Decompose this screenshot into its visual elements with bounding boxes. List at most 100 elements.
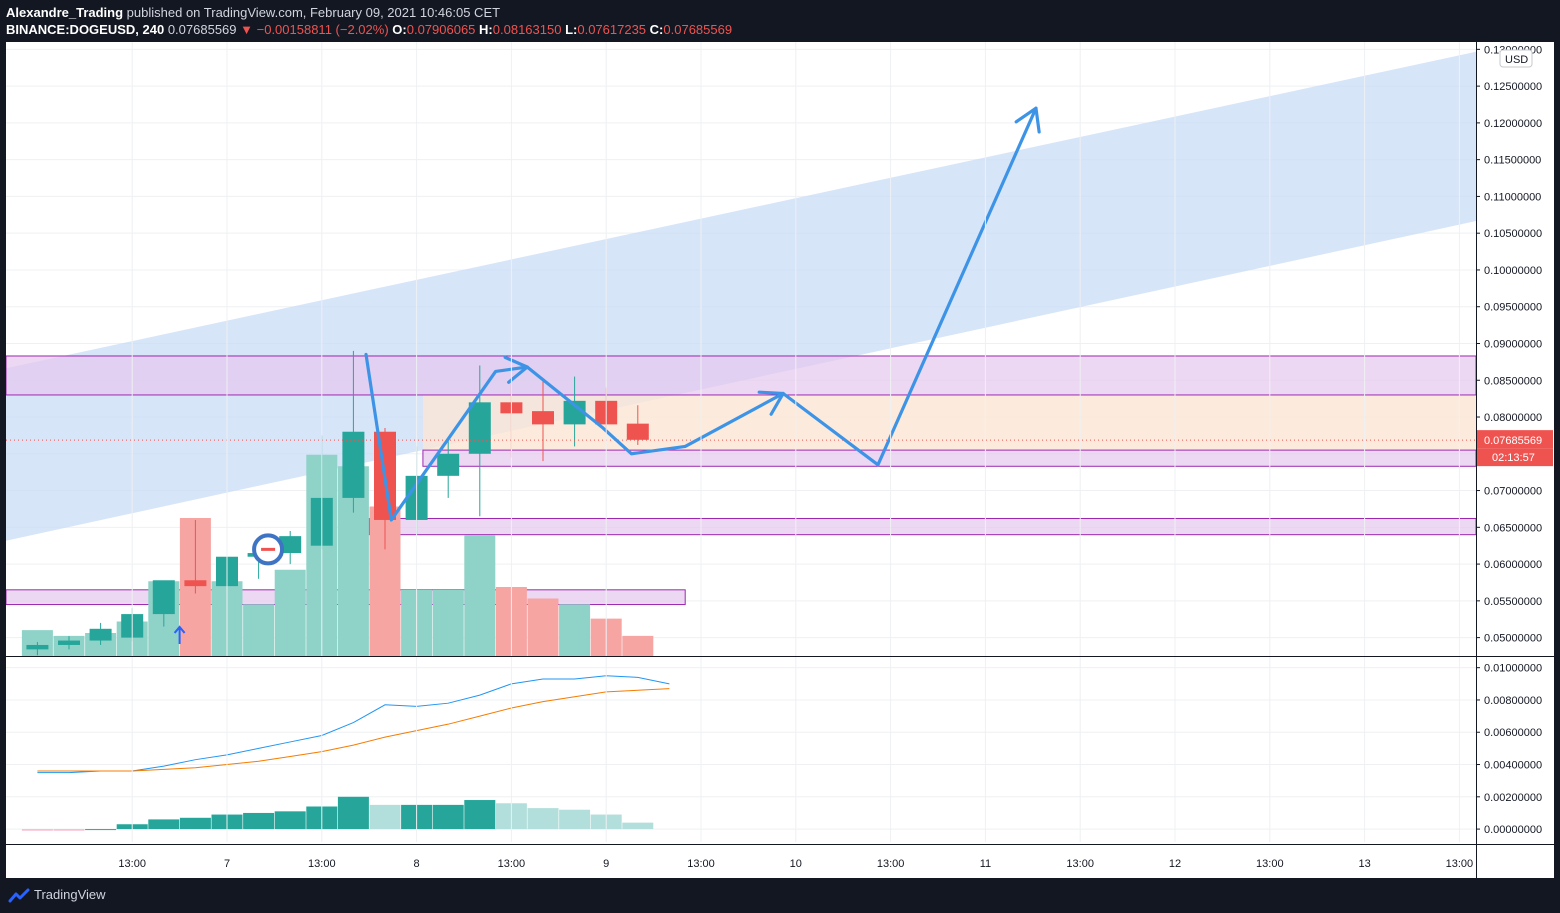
histogram-bar xyxy=(622,822,654,830)
mid-support-zone xyxy=(422,449,1476,467)
close-value: 0.07685569 xyxy=(663,22,733,37)
price-tick-label: 0.12000000 xyxy=(1484,118,1542,130)
high-label: H: xyxy=(479,22,493,37)
upper-resistance-zone xyxy=(6,355,1476,396)
price-tick-label: 0.07000000 xyxy=(1484,486,1542,498)
candle-body xyxy=(89,628,112,641)
volume-bar xyxy=(432,589,464,656)
chart-area[interactable]: 0.05000000 0.05500000 0.06000000 0.06500000… xyxy=(6,42,1554,878)
close-label: C: xyxy=(649,22,664,37)
low-value: 0.07617235 xyxy=(577,22,647,37)
volume-bar xyxy=(274,569,306,656)
indicator-tick-label: 0.00200000 xyxy=(1484,792,1542,804)
macd-line xyxy=(37,675,670,774)
histogram-bar xyxy=(85,829,117,831)
histogram-bar xyxy=(148,819,180,830)
projection-arrow xyxy=(525,365,785,456)
high-value: 0.08163150 xyxy=(492,22,562,37)
time-tick-label: 13:00 xyxy=(1066,858,1094,870)
ohlc-line: BINANCE:DOGEUSD, 240 0.07685569 ▼ −0.001… xyxy=(6,22,732,37)
candle-body xyxy=(342,431,365,498)
indicator-tick-label: 0.00800000 xyxy=(1484,695,1542,707)
indicator-tick-label: 0.01000000 xyxy=(1484,663,1542,675)
candle-body xyxy=(468,402,491,454)
time-tick-label: 11 xyxy=(980,858,991,870)
candle-body xyxy=(532,411,554,425)
footer-bar: TradingView xyxy=(0,878,1560,913)
price-tick-label: 0.12500000 xyxy=(1484,81,1542,93)
open-label: O: xyxy=(392,22,407,37)
symbol-label[interactable]: BINANCE:DOGEUSD, 240 xyxy=(6,22,165,37)
brand-name[interactable]: TradingView xyxy=(34,887,106,902)
time-tick-label: 10 xyxy=(790,858,802,870)
candle-body xyxy=(152,580,175,615)
price-tick-label: 0.09000000 xyxy=(1484,338,1542,350)
candle-body xyxy=(184,580,207,587)
price-tick-label: 0.10000000 xyxy=(1484,265,1542,277)
price-tick-label: 0.09500000 xyxy=(1484,302,1542,314)
current-price: 0.07685569 xyxy=(167,22,237,37)
price-tick-label: 0.11000000 xyxy=(1484,191,1541,203)
candle-body xyxy=(437,453,460,476)
signal-line xyxy=(37,688,670,772)
histogram-bar xyxy=(243,812,275,830)
volume-bar xyxy=(622,635,654,656)
time-tick-label: 12 xyxy=(1169,858,1181,870)
author-name[interactable]: Alexandre_Trading xyxy=(6,5,124,20)
price-tick-label: 0.06500000 xyxy=(1484,522,1542,534)
countdown-label: 02:13:57 xyxy=(1492,452,1535,464)
open-value: 0.07906065 xyxy=(406,22,476,37)
price-tick-label: 0.05000000 xyxy=(1484,633,1542,645)
time-tick-label: 13 xyxy=(1358,858,1370,870)
time-tick-label: 9 xyxy=(603,858,609,870)
histogram-bar xyxy=(369,804,401,830)
indicator-tick-label: 0.00000000 xyxy=(1484,824,1542,836)
candle-body xyxy=(26,644,49,650)
orange-zone xyxy=(422,394,1476,451)
published-text: published on TradingView.com, February 0… xyxy=(126,5,501,20)
projection-arrow-head xyxy=(1014,106,1041,134)
price-tick-label: 0.08500000 xyxy=(1484,375,1542,387)
last-price-label: 0.07685569 xyxy=(1484,435,1542,447)
currency-badge: USD xyxy=(1505,54,1528,66)
histogram-bar xyxy=(432,804,464,830)
candle-body xyxy=(279,536,302,554)
candle-body xyxy=(58,640,80,645)
price-change: ▼ −0.00158811 (−2.02%) xyxy=(240,22,389,37)
up-arrow-icon xyxy=(173,625,186,644)
indicator-tick-label: 0.00400000 xyxy=(1484,760,1542,772)
countdown-badge xyxy=(1477,448,1553,467)
candle-body xyxy=(563,400,586,425)
last-price-badge xyxy=(1477,430,1553,449)
chart-canvas[interactable]: 0.05000000 0.05500000 0.06000000 0.06500000… xyxy=(6,42,1554,878)
time-tick-label: 13:00 xyxy=(1446,858,1474,870)
rising-channel xyxy=(6,51,1476,541)
time-tick-label: 13:00 xyxy=(308,858,336,870)
publish-line: Alexandre_Trading published on TradingVi… xyxy=(6,5,500,20)
main-pane xyxy=(6,48,1476,656)
low-label: L: xyxy=(565,22,578,37)
histogram-bar xyxy=(527,808,559,830)
time-tick-label: 13:00 xyxy=(687,858,715,870)
histogram-bar xyxy=(337,796,369,830)
projection-arrow xyxy=(781,106,1038,467)
chart-header: Alexandre_Trading published on TradingVi… xyxy=(0,0,1560,40)
volume-bar xyxy=(243,604,275,656)
time-tick-label: 13:00 xyxy=(498,858,526,870)
histogram-bar xyxy=(464,800,496,830)
volume-bar xyxy=(464,535,496,656)
time-tick-label: 7 xyxy=(224,858,230,870)
price-tick-label: 0.05500000 xyxy=(1484,596,1542,608)
price-tick-label: 0.06000000 xyxy=(1484,559,1542,571)
tradingview-logo-icon xyxy=(8,888,30,903)
time-tick-label: 13:00 xyxy=(118,858,146,870)
indicator-tick-label: 0.00600000 xyxy=(1484,727,1542,739)
currency-badge-box xyxy=(1499,49,1533,68)
histogram-bar xyxy=(21,829,53,831)
volume-bar xyxy=(527,598,559,656)
lower-support-zone xyxy=(368,517,1476,536)
histogram-bar xyxy=(179,817,211,830)
time-tick-label: 13:00 xyxy=(1256,858,1284,870)
time-tick-label: 8 xyxy=(414,858,420,870)
volume-bar xyxy=(559,604,591,656)
